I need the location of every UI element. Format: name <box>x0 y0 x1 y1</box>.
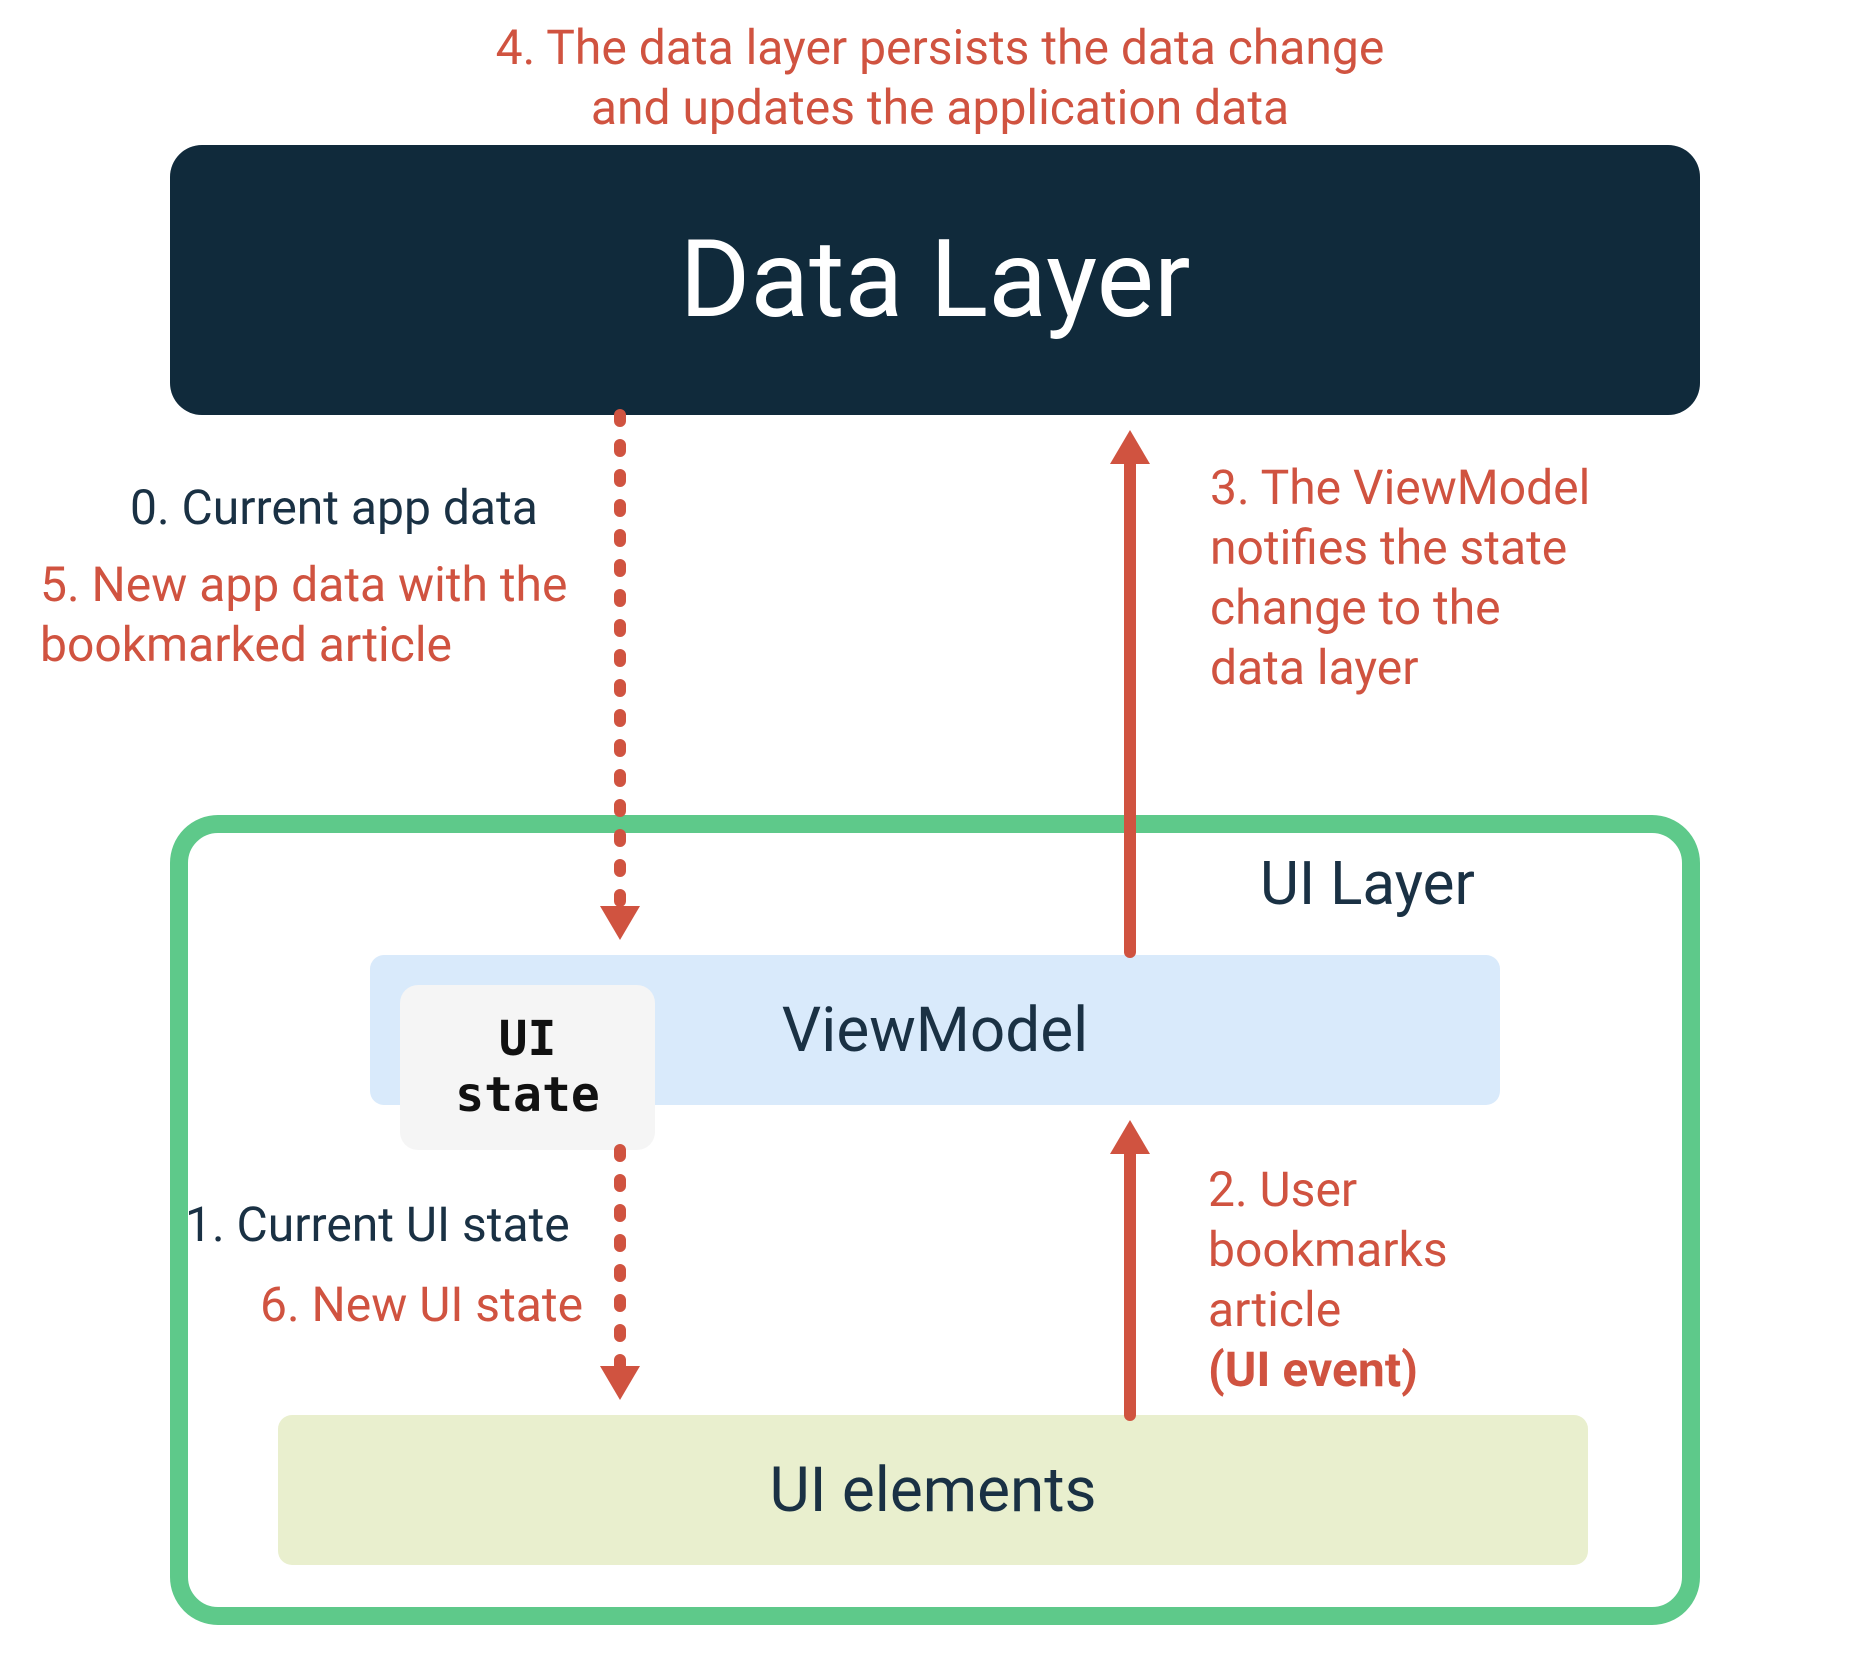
ui-layer-label: UI Layer <box>1260 848 1475 919</box>
annotation-step3: 3. The ViewModelnotifies the statechange… <box>1210 458 1590 698</box>
annotation-step5: 5. New app data with thebookmarked artic… <box>40 555 567 675</box>
ui-elements-label: UI elements <box>769 1454 1096 1527</box>
annotation-step2: 2. Userbookmarksarticle (UI event) <box>1208 1160 1448 1400</box>
annotation-step3-text: 3. The ViewModelnotifies the statechange… <box>1210 459 1590 696</box>
ui-state-line2: state <box>455 1068 600 1123</box>
annotation-step4-text: 4. The data layer persists the data chan… <box>496 19 1385 136</box>
data-layer-label: Data Layer <box>680 217 1191 343</box>
diagram-canvas: 4. The data layer persists the data chan… <box>0 0 1852 1656</box>
annotation-step6: 6. New UI state <box>260 1275 583 1335</box>
annotation-step1: 1. Current UI state <box>185 1195 570 1255</box>
ui-elements-box: UI elements <box>278 1415 1588 1565</box>
annotation-step6-text: 6. New UI state <box>260 1276 583 1333</box>
annotation-step1-text: 1. Current UI state <box>185 1196 570 1253</box>
annotation-step2-text: 2. Userbookmarksarticle <box>1208 1161 1448 1338</box>
ui-layer-label-text: UI Layer <box>1260 848 1475 919</box>
data-layer-box: Data Layer <box>170 145 1700 415</box>
ui-state-box: UI state <box>400 985 655 1150</box>
annotation-step0: 0. Current app data <box>130 478 538 538</box>
ui-state-line1: UI <box>499 1012 557 1067</box>
viewmodel-label: ViewModel <box>782 994 1088 1067</box>
annotation-step2-bold: (UI event) <box>1208 1341 1418 1398</box>
annotation-step4: 4. The data layer persists the data chan… <box>440 18 1440 138</box>
annotation-step0-text: 0. Current app data <box>130 479 538 536</box>
annotation-step5-text: 5. New app data with thebookmarked artic… <box>40 556 567 673</box>
